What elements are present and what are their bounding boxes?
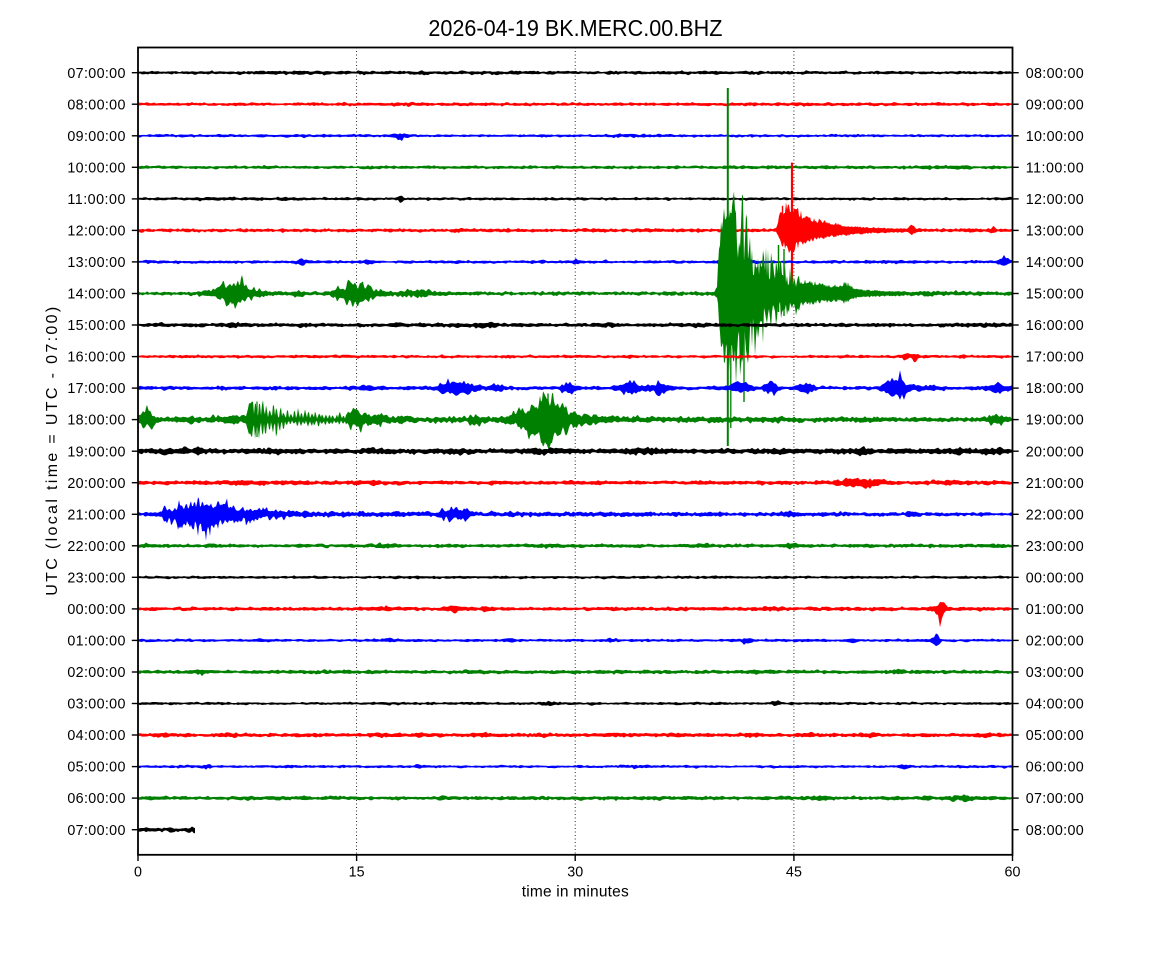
- svg-text:11:00:00: 11:00:00: [1026, 160, 1084, 176]
- svg-text:30: 30: [567, 865, 583, 881]
- svg-text:08:00:00: 08:00:00: [1026, 66, 1084, 82]
- svg-text:23:00:00: 23:00:00: [67, 570, 125, 586]
- svg-text:01:00:00: 01:00:00: [1026, 602, 1084, 618]
- svg-text:0: 0: [134, 865, 142, 881]
- svg-text:60: 60: [1005, 865, 1021, 881]
- svg-text:03:00:00: 03:00:00: [67, 697, 125, 713]
- svg-text:45: 45: [786, 865, 802, 881]
- svg-text:12:00:00: 12:00:00: [67, 224, 125, 240]
- svg-text:UTC (local time = UTC - 07:00): UTC (local time = UTC - 07:00): [44, 307, 61, 596]
- svg-text:18:00:00: 18:00:00: [67, 413, 125, 429]
- svg-text:07:00:00: 07:00:00: [1026, 791, 1084, 807]
- svg-text:16:00:00: 16:00:00: [67, 350, 125, 366]
- svg-text:12:00:00: 12:00:00: [1026, 192, 1084, 208]
- svg-text:09:00:00: 09:00:00: [67, 129, 125, 145]
- svg-text:01:00:00: 01:00:00: [67, 634, 125, 650]
- svg-text:15: 15: [349, 865, 365, 881]
- svg-text:04:00:00: 04:00:00: [1026, 697, 1084, 713]
- svg-text:00:00:00: 00:00:00: [67, 602, 125, 618]
- svg-text:02:00:00: 02:00:00: [1026, 634, 1084, 650]
- svg-text:23:00:00: 23:00:00: [1026, 539, 1084, 555]
- svg-text:10:00:00: 10:00:00: [67, 160, 125, 176]
- svg-text:14:00:00: 14:00:00: [1026, 255, 1084, 271]
- svg-text:15:00:00: 15:00:00: [67, 318, 125, 334]
- svg-text:17:00:00: 17:00:00: [67, 381, 125, 397]
- svg-text:08:00:00: 08:00:00: [67, 97, 125, 113]
- svg-text:21:00:00: 21:00:00: [1026, 476, 1084, 492]
- svg-text:09:00:00: 09:00:00: [1026, 97, 1084, 113]
- svg-text:22:00:00: 22:00:00: [67, 539, 125, 555]
- svg-text:00:00:00: 00:00:00: [1026, 570, 1084, 586]
- svg-text:05:00:00: 05:00:00: [1026, 728, 1084, 744]
- svg-text:19:00:00: 19:00:00: [1026, 413, 1084, 429]
- svg-text:03:00:00: 03:00:00: [1026, 665, 1084, 681]
- svg-text:2026-04-19 BK.MERC.00.BHZ: 2026-04-19 BK.MERC.00.BHZ: [428, 15, 722, 41]
- svg-text:02:00:00: 02:00:00: [67, 665, 125, 681]
- svg-text:20:00:00: 20:00:00: [67, 476, 125, 492]
- svg-text:time in minutes: time in minutes: [522, 884, 629, 901]
- svg-text:20:00:00: 20:00:00: [1026, 444, 1084, 460]
- svg-text:06:00:00: 06:00:00: [67, 791, 125, 807]
- svg-text:07:00:00: 07:00:00: [67, 66, 125, 82]
- svg-text:10:00:00: 10:00:00: [1026, 129, 1084, 145]
- svg-text:11:00:00: 11:00:00: [67, 192, 125, 208]
- svg-text:06:00:00: 06:00:00: [1026, 760, 1084, 776]
- svg-text:17:00:00: 17:00:00: [1026, 350, 1084, 366]
- svg-text:13:00:00: 13:00:00: [1026, 224, 1084, 240]
- svg-text:14:00:00: 14:00:00: [67, 287, 125, 303]
- svg-text:22:00:00: 22:00:00: [1026, 507, 1084, 523]
- svg-text:07:00:00: 07:00:00: [67, 823, 125, 839]
- svg-text:04:00:00: 04:00:00: [67, 728, 125, 744]
- svg-text:19:00:00: 19:00:00: [67, 444, 125, 460]
- svg-text:13:00:00: 13:00:00: [67, 255, 125, 271]
- svg-text:16:00:00: 16:00:00: [1026, 318, 1084, 334]
- svg-text:15:00:00: 15:00:00: [1026, 287, 1084, 303]
- svg-text:18:00:00: 18:00:00: [1026, 381, 1084, 397]
- svg-text:08:00:00: 08:00:00: [1026, 823, 1084, 839]
- svg-text:21:00:00: 21:00:00: [67, 507, 125, 523]
- svg-text:05:00:00: 05:00:00: [67, 760, 125, 776]
